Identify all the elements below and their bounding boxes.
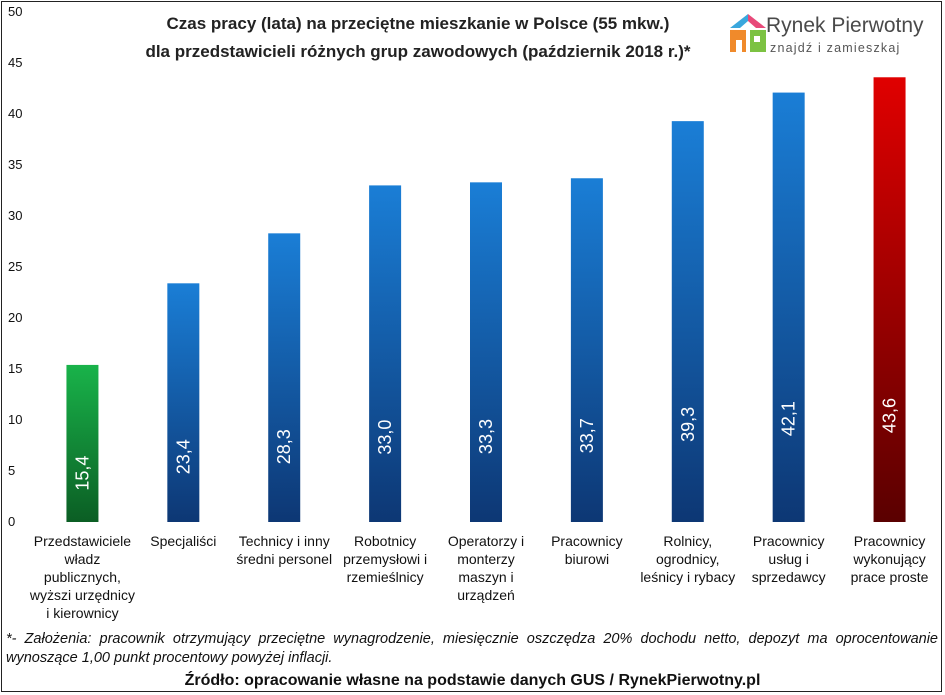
bar-value-label: 33,7 <box>577 418 597 453</box>
y-tick-label: 10 <box>8 412 22 427</box>
x-category-label: Pracownicy biurowi <box>551 533 623 567</box>
x-category-label: Rolnicy, ogrodnicy, leśnicy i rybacy <box>640 533 735 585</box>
bar-value-label: 33,0 <box>375 420 395 455</box>
bar <box>873 77 906 522</box>
bar <box>772 92 805 522</box>
bar <box>66 364 99 522</box>
y-tick-label: 20 <box>8 310 22 325</box>
y-tick-label: 40 <box>8 106 22 121</box>
bar-value-label: 15,4 <box>72 456 92 491</box>
x-category-label: Robotnicy przemysłowi i rzemieślnicy <box>343 533 427 585</box>
bar-value-label: 33,3 <box>476 419 496 454</box>
bar-value-label: 42,1 <box>779 401 799 436</box>
house-logo-icon <box>730 14 766 54</box>
y-tick-label: 50 <box>8 4 22 19</box>
bar <box>167 283 200 522</box>
y-tick-label: 45 <box>8 55 22 70</box>
x-category-label: Specjaliści <box>150 533 216 549</box>
x-category-label: Technicy i inny średni personel <box>236 533 332 567</box>
y-tick-label: 25 <box>8 259 22 274</box>
bar-value-label: 39,3 <box>678 407 698 442</box>
x-axis-labels: Przedstawiciele władz publicznych, wyższi u… <box>29 533 929 621</box>
x-category-label: Operatorzy i monterzy maszyn i urządzeń <box>448 533 524 603</box>
bar <box>570 178 603 522</box>
chart-title-line2: dla przedstawicieli różnych grup zawodow… <box>145 42 691 61</box>
bar <box>470 182 502 522</box>
y-tick-label: 5 <box>8 463 15 478</box>
bar <box>369 185 402 522</box>
logo-name: Rynek Pierwotny <box>766 14 924 37</box>
bar <box>268 233 301 522</box>
bar <box>671 121 704 522</box>
bar-value-label: 28,3 <box>274 429 294 464</box>
bars: 15,4 23,4 28,3 33,0 33,3 33,7 39,3 42,1 43,6 <box>66 77 906 522</box>
footnote: *- Założenia: pracownik otrzymujący prze… <box>6 631 938 666</box>
bar-chart: 0 5 10 15 20 25 30 35 40 45 50 15,4 23,4 28,3 33,0 33,… <box>8 4 929 621</box>
bar-value-label: 23,4 <box>173 439 193 474</box>
x-category-label: Pracownicy usług i sprzedawcy <box>752 533 826 585</box>
y-tick-label: 35 <box>8 157 22 172</box>
bar-value-label: 43,6 <box>880 398 900 433</box>
chart-title-line1: Czas pracy (lata) na przeciętne mieszkan… <box>166 14 670 33</box>
x-category-label: Pracownicy wykonujący prace proste <box>851 533 929 585</box>
logo-tagline: znajdź i zamieszkaj <box>770 41 901 55</box>
x-category-label: Przedstawiciele władz publicznych, wyższi u… <box>29 533 135 621</box>
y-tick-label: 15 <box>8 361 22 376</box>
y-tick-label: 30 <box>8 208 22 223</box>
y-axis: 0 5 10 15 20 25 30 35 40 45 50 <box>8 4 22 529</box>
y-tick-label: 0 <box>8 514 15 529</box>
source-note: Źródło: opracowanie własne na podstawie … <box>184 672 761 689</box>
rynek-pierwotny-logo: Rynek Pierwotny znajdź i zamieszkaj <box>728 12 928 62</box>
